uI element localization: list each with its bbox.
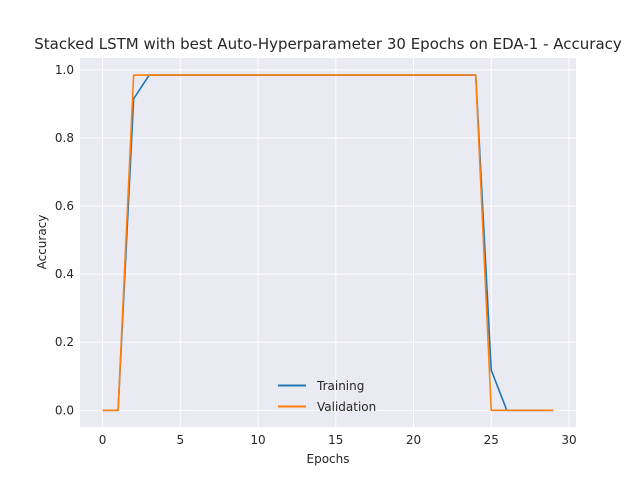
y-tick-label: 0.8	[55, 131, 74, 145]
legend: Training Validation	[278, 379, 376, 414]
y-tick-label: 0.2	[55, 335, 74, 349]
series-line-validation	[102, 74, 554, 412]
x-tick-label: 15	[328, 433, 343, 447]
legend-label-training: Training	[316, 379, 364, 393]
x-tick-label: 5	[176, 433, 184, 447]
x-tick-label: 0	[99, 433, 107, 447]
chart-title: Stacked LSTM with best Auto-Hyperparamet…	[34, 35, 622, 53]
x-tick-label: 25	[484, 433, 499, 447]
grid-lines	[80, 58, 576, 427]
x-axis-ticks: 0 5 10 15 20 25 30	[99, 433, 577, 447]
y-axis-label: Accuracy	[35, 215, 49, 270]
y-tick-label: 1.0	[55, 63, 74, 77]
y-tick-label: 0.0	[55, 403, 74, 417]
y-tick-label: 0.4	[55, 267, 74, 281]
plot-area	[80, 58, 576, 427]
y-tick-label: 0.6	[55, 199, 74, 213]
x-tick-label: 30	[561, 433, 576, 447]
legend-label-validation: Validation	[317, 400, 376, 414]
x-axis-label: Epochs	[307, 452, 350, 466]
y-axis-ticks: 0.0 0.2 0.4 0.6 0.8 1.0	[55, 63, 74, 417]
series-lines	[102, 74, 554, 412]
x-tick-label: 10	[250, 433, 265, 447]
x-tick-label: 20	[406, 433, 421, 447]
